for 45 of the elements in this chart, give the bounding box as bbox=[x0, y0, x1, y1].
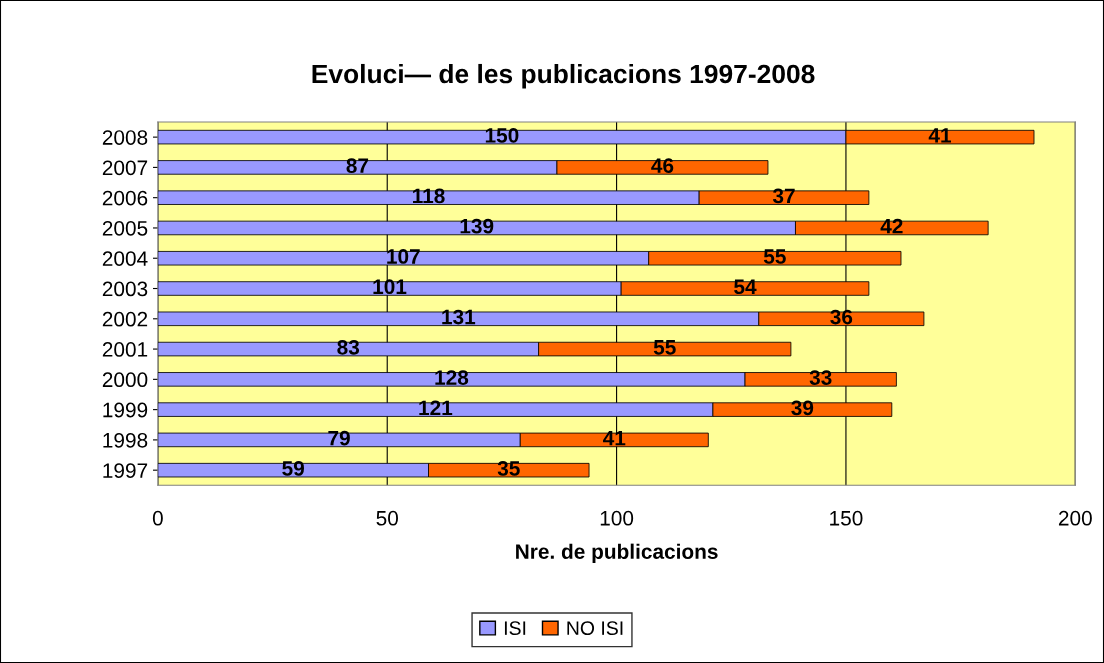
legend-label: NO ISI bbox=[567, 621, 623, 636]
data-label: 54 bbox=[734, 279, 757, 295]
data-label: 128 bbox=[435, 370, 469, 385]
data-label: 107 bbox=[387, 249, 420, 264]
chart-title: Evoluci— de les publicacions 1997-2008 bbox=[312, 63, 815, 89]
data-label: 55 bbox=[763, 249, 786, 264]
legend-label: ISI bbox=[504, 621, 526, 636]
x-tick-label: 200 bbox=[1058, 510, 1092, 526]
y-tick-label: 2008 bbox=[102, 130, 148, 145]
y-tick-label: 2004 bbox=[102, 251, 148, 266]
data-label: 55 bbox=[653, 340, 676, 355]
y-tick-label: 2001 bbox=[102, 342, 148, 357]
y-tick-label: 2006 bbox=[102, 190, 148, 206]
y-tick-label: 2005 bbox=[102, 220, 148, 236]
data-label: 101 bbox=[373, 279, 407, 295]
data-label: 79 bbox=[328, 430, 350, 446]
data-label: 39 bbox=[791, 400, 814, 416]
x-tick-label: 100 bbox=[600, 510, 634, 526]
y-tick-label: 2002 bbox=[102, 311, 148, 327]
data-label: 36 bbox=[830, 309, 853, 325]
y-tick-label: 1997 bbox=[103, 463, 148, 478]
data-label: 131 bbox=[442, 309, 476, 325]
data-label: 41 bbox=[603, 430, 626, 446]
x-tick-label: 150 bbox=[830, 510, 863, 526]
data-label: 150 bbox=[485, 127, 519, 143]
data-label: 59 bbox=[282, 461, 305, 476]
data-label: 41 bbox=[928, 128, 951, 143]
data-label: 83 bbox=[337, 339, 360, 355]
data-label: 42 bbox=[880, 218, 903, 234]
x-axis-title: Nre. de publicacions bbox=[516, 543, 718, 564]
y-tick-label: 2000 bbox=[102, 372, 148, 388]
data-label: 37 bbox=[772, 188, 795, 204]
data-label: 46 bbox=[651, 158, 674, 173]
data-label: 118 bbox=[413, 188, 445, 204]
data-label: 121 bbox=[419, 400, 453, 416]
data-label: 35 bbox=[497, 461, 520, 476]
y-tick-label: 1999 bbox=[103, 402, 148, 418]
data-label: 139 bbox=[460, 218, 494, 234]
data-label: 33 bbox=[809, 370, 832, 385]
data-label: 87 bbox=[346, 158, 369, 173]
x-tick-label: 0 bbox=[152, 510, 163, 526]
y-tick-label: 2007 bbox=[102, 160, 148, 176]
x-tick-label: 50 bbox=[376, 510, 398, 526]
y-tick-label: 2003 bbox=[102, 281, 148, 297]
y-tick-label: 1998 bbox=[103, 432, 148, 448]
